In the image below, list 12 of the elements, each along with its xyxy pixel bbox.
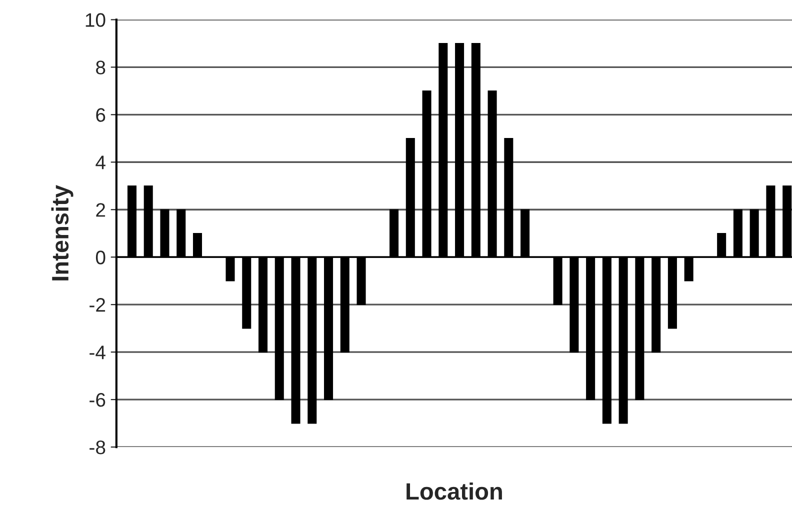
y-tick-label: 0: [96, 250, 106, 264]
y-tick-label: -4: [90, 346, 106, 360]
y-tick-label: 2: [96, 203, 106, 217]
y-tick-label: -8: [90, 440, 106, 454]
y-axis-title: Intensity: [51, 184, 74, 280]
y-tick-label: 10: [86, 13, 106, 27]
y-tick-label: 6: [96, 108, 106, 122]
y-tick-label: 8: [96, 60, 106, 74]
x-axis-title: Location: [406, 482, 502, 500]
y-tick-label: 4: [96, 156, 106, 170]
y-tick-label: -2: [90, 298, 106, 312]
y-tick-label: -6: [90, 393, 106, 407]
